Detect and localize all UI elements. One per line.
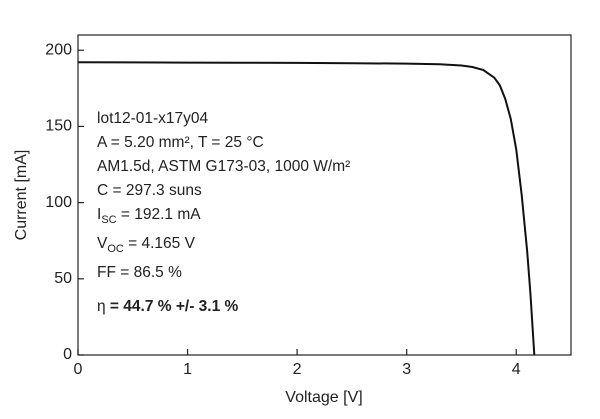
annotation: FF = 86.5 % <box>97 264 182 281</box>
iv-curve <box>77 61 536 356</box>
annotation: AM1.5d, ASTM G173-03, 1000 W/m² <box>97 158 350 175</box>
annotation-part: A = 5.20 mm², T = 25 °C <box>97 134 264 151</box>
y-axis-label: Current [mA] <box>13 150 30 241</box>
y-tick-label: 150 <box>45 118 72 135</box>
annotation-part: = 192.1 mA <box>117 206 202 223</box>
annotation: η = 44.7 % +/- 3.1 % <box>97 298 239 315</box>
x-tick-label: 1 <box>183 361 192 378</box>
annotation-part: FF = 86.5 % <box>97 264 182 281</box>
x-tick-label: 2 <box>293 361 302 378</box>
annotation-part: OC <box>107 243 124 255</box>
annotation: VOC = 4.165 V <box>97 235 196 255</box>
annotation-part: AM1.5d, ASTM G173-03, 1000 W/m² <box>97 158 350 175</box>
y-tick-label: 0 <box>63 346 72 363</box>
y-tick-label: 50 <box>54 270 72 287</box>
annotation-part: V <box>97 235 108 252</box>
annotation: ISC = 192.1 mA <box>97 206 201 226</box>
annotation-part: I <box>97 206 101 223</box>
y-tick-label: 200 <box>45 41 72 58</box>
annotation-part: C = 297.3 suns <box>97 182 202 199</box>
annotation: A = 5.20 mm², T = 25 °C <box>97 134 264 151</box>
annotation-part: = 4.165 V <box>124 235 196 252</box>
x-tick-label: 3 <box>402 361 411 378</box>
y-tick-label: 100 <box>45 194 72 211</box>
annotation-part: SC <box>101 214 116 226</box>
x-axis-label: Voltage [V] <box>285 389 362 406</box>
plot-frame <box>77 34 572 356</box>
x-tick-label: 0 <box>74 361 83 378</box>
x-tick-label: 4 <box>512 361 521 378</box>
annotation-part: η <box>97 298 106 315</box>
annotation: C = 297.3 suns <box>97 182 202 199</box>
annotation-part: lot12-01-x17y04 <box>97 110 209 127</box>
annotation: lot12-01-x17y04 <box>97 110 209 127</box>
annotation-part: = 44.7 % +/- 3.1 % <box>106 298 239 315</box>
